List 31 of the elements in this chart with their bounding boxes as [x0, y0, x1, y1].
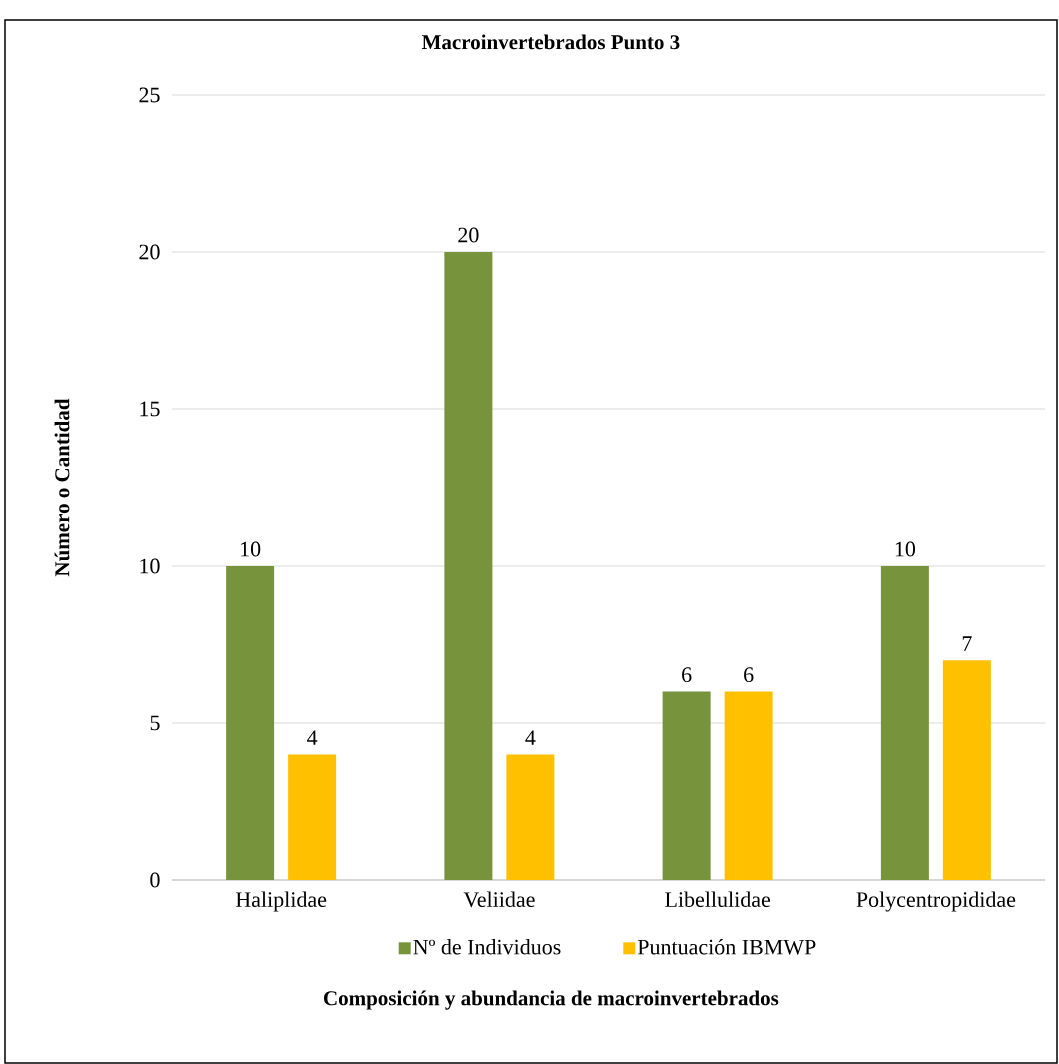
data-label: 20: [458, 227, 479, 243]
x-tick-label: Polycentropididae: [856, 891, 1016, 912]
bar: [880, 566, 929, 880]
data-label: 7: [962, 636, 972, 651]
x-axis-title: Composición y abundancia de macroinvertebrados: [324, 990, 779, 1010]
y-tick-label: 15: [140, 401, 160, 417]
x-tick-label: Libellulidae: [665, 891, 771, 908]
y-axis-title: Número o Cantidad: [54, 398, 70, 577]
bar: [662, 691, 711, 880]
legend-label: Puntuación IBMWP: [637, 939, 816, 955]
bar: [506, 754, 555, 880]
bar: [288, 754, 337, 880]
bar: [724, 691, 773, 880]
y-tick-label: 10: [140, 558, 160, 574]
bar: [444, 251, 493, 880]
data-label: 4: [525, 730, 536, 745]
data-label: 10: [241, 541, 261, 557]
bar: [226, 566, 275, 880]
chart-title: Macroinvertebrados Punto 3: [421, 34, 680, 50]
y-tick-label: 25: [139, 87, 160, 103]
bar: [942, 660, 991, 880]
data-label: 6: [682, 667, 692, 683]
y-tick-label: 0: [150, 872, 160, 888]
x-tick-label: Veliidae: [463, 891, 535, 908]
y-tick-label: 5: [150, 715, 160, 731]
data-label: 6: [744, 667, 754, 683]
legend-label: Nº de Individuos: [413, 939, 561, 955]
data-label: 10: [895, 541, 916, 557]
x-tick-label: Haliplidae: [235, 891, 327, 912]
data-label: 4: [307, 730, 318, 745]
y-tick-label: 20: [139, 244, 160, 260]
